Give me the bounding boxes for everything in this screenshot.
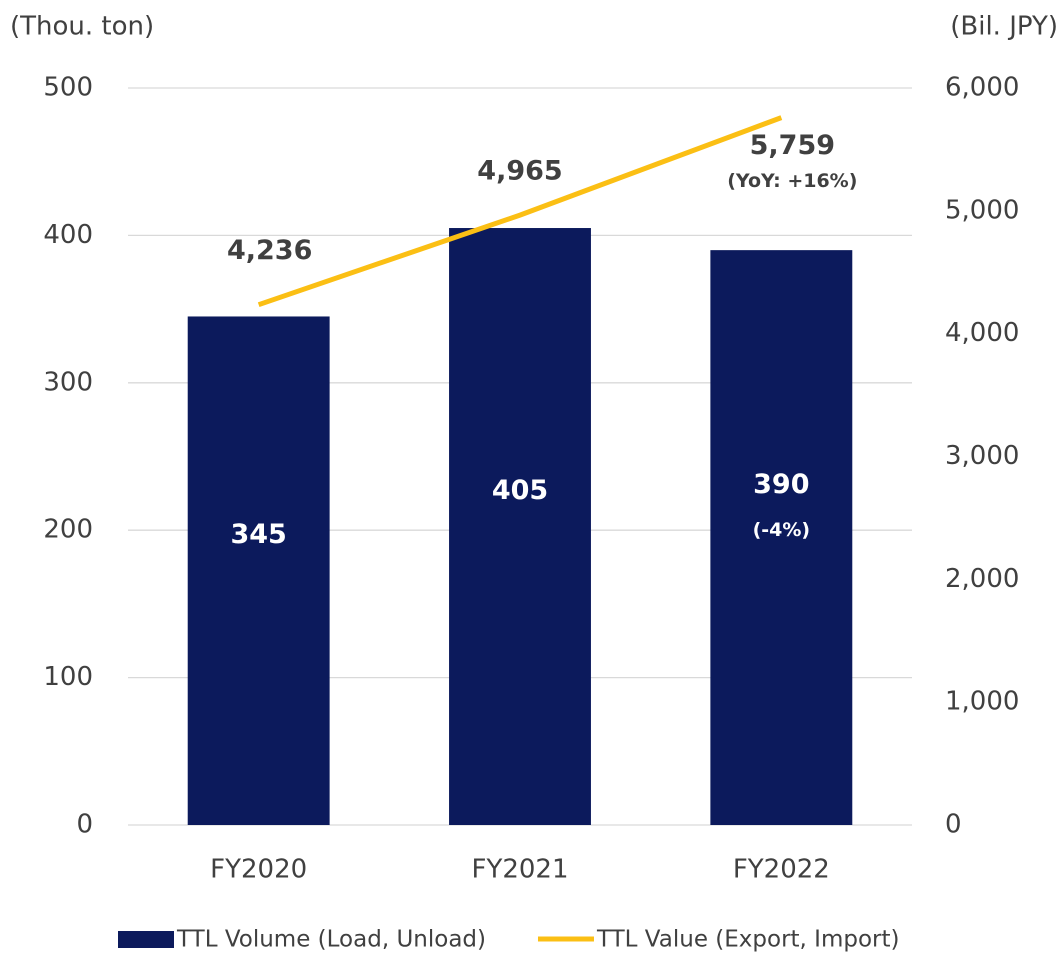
line	[257, 115, 783, 308]
bar-annotation: (-4%)	[753, 519, 811, 541]
x-tick-label: FY2020	[210, 855, 307, 885]
bar-data-label: 390	[753, 469, 809, 500]
y2-tick-label: 0	[945, 810, 962, 840]
y-tick-label: 200	[43, 515, 93, 545]
legend-swatch	[118, 931, 174, 948]
x-tick-label: FY2022	[733, 855, 830, 885]
y2-tick-label: 1,000	[945, 687, 1019, 717]
y2-tick-label: 6,000	[945, 73, 1019, 103]
y-axis-label: (Thou. ton)	[10, 12, 154, 42]
x-tick-label: FY2021	[471, 855, 568, 885]
bar	[187, 316, 330, 825]
y-tick-label: 300	[43, 367, 93, 397]
y2-axis-label: (Bil. JPY)	[950, 12, 1058, 42]
bar-data-label: 405	[492, 475, 548, 506]
y-tick-label: 500	[43, 73, 93, 103]
legend-label: TTL Volume (Load, Unload)	[176, 927, 486, 953]
y-tick-label: 100	[43, 662, 93, 692]
line-data-label: 5,759	[750, 130, 835, 161]
bar-data-label: 345	[230, 519, 286, 550]
line-annotation: (YoY: +16%)	[727, 170, 857, 192]
legend-label: TTL Value (Export, Import)	[596, 927, 899, 953]
y-tick-label: 0	[76, 810, 93, 840]
line-data-label: 4,965	[477, 156, 562, 187]
y2-tick-label: 3,000	[945, 441, 1019, 471]
y2-tick-label: 4,000	[945, 318, 1019, 348]
y-tick-label: 400	[43, 220, 93, 250]
bar	[449, 228, 591, 825]
line-data-label: 4,236	[227, 235, 312, 266]
y2-tick-label: 5,000	[945, 195, 1019, 225]
bar	[710, 250, 853, 825]
y2-tick-label: 2,000	[945, 564, 1019, 594]
